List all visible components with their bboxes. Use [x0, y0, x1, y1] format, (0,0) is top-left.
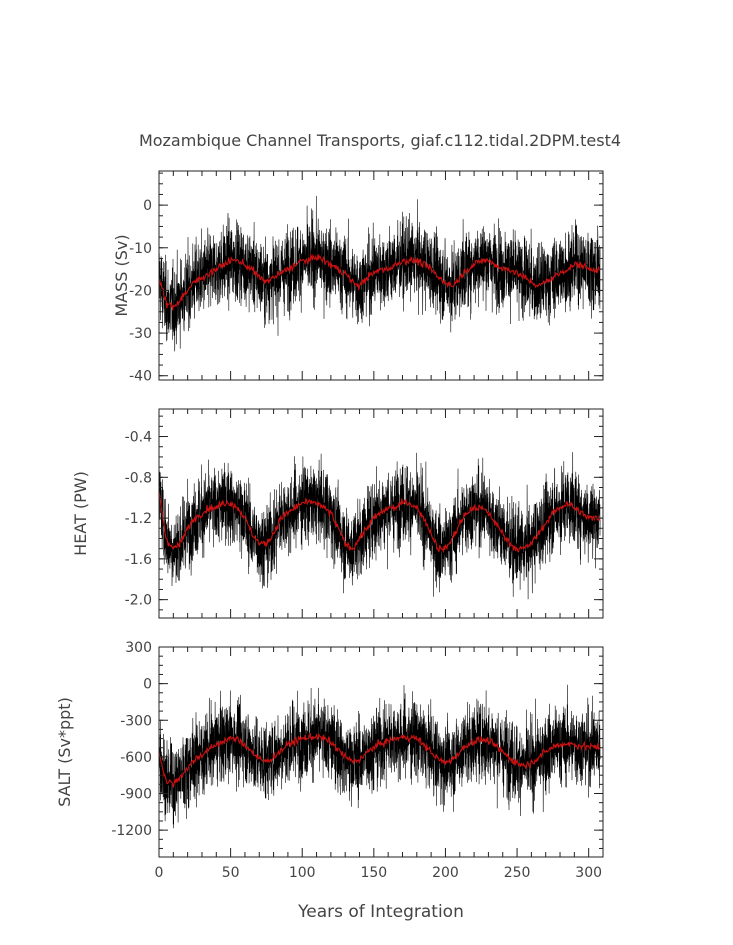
- salt-y-tick-label: -900: [120, 787, 152, 803]
- heat-y-tick-label: -1.6: [125, 552, 152, 568]
- salt-raw-series-line: [159, 684, 601, 829]
- salt-y-tick-label: -600: [120, 750, 152, 766]
- x-tick-label: 100: [289, 865, 316, 881]
- mass-y-axis-label: MASS (Sv): [112, 234, 131, 316]
- salt-y-tick-label: 300: [125, 640, 152, 656]
- heat-y-axis-label: HEAT (PW): [71, 471, 90, 556]
- heat-y-tick-label: -0.4: [125, 430, 152, 446]
- salt-y-tick-label: -300: [120, 713, 152, 729]
- mass-panel: 0 -10 -20 -30 -40 MASS (Sv): [112, 170, 604, 385]
- salt-smoothed-series-line: [158, 732, 601, 789]
- heat-plot-frame: [158, 408, 604, 619]
- mass-y-tick-label: -10: [129, 241, 152, 257]
- heat-y-tick-label: -1.2: [125, 511, 152, 527]
- heat-panel: -0.4 -0.8 -1.2 -1.6 -2.0 HEAT (PW): [71, 408, 604, 619]
- x-tick-label: 0: [155, 865, 164, 881]
- x-tick-label: 50: [222, 865, 240, 881]
- heat-smoothed-series-line: [158, 491, 601, 554]
- heat-y-tick-label: -0.8: [125, 470, 152, 486]
- x-axis-label: Years of Integration: [297, 902, 464, 922]
- mass-plot-frame: [158, 170, 604, 381]
- mass-y-tick-label: -20: [129, 283, 152, 299]
- x-tick-label: 300: [575, 865, 602, 881]
- chart-title: Mozambique Channel Transports, giaf.c112…: [139, 131, 621, 150]
- salt-panel: 300 0 -300 -600 -900 -1200 SALT (Sv*ppt) 0 50 100…: [55, 640, 604, 881]
- salt-y-tick-label: 0: [143, 677, 152, 693]
- salt-y-tick-label: -1200: [111, 823, 152, 839]
- x-tick-label: 250: [504, 865, 531, 881]
- mass-y-tick-label: -40: [129, 369, 152, 385]
- x-tick-label: 150: [360, 865, 387, 881]
- salt-plot-frame: [158, 646, 604, 858]
- mass-smoothed-series-line: [158, 252, 601, 311]
- heat-y-tick-label: -2.0: [125, 593, 152, 609]
- mass-y-tick-label: -30: [129, 326, 152, 342]
- salt-y-axis-label: SALT (Sv*ppt): [55, 697, 74, 807]
- x-tick-label: 200: [432, 865, 459, 881]
- mass-raw-series-line: [159, 195, 601, 352]
- mass-y-tick-label: 0: [143, 198, 152, 214]
- heat-raw-series-line: [159, 452, 601, 600]
